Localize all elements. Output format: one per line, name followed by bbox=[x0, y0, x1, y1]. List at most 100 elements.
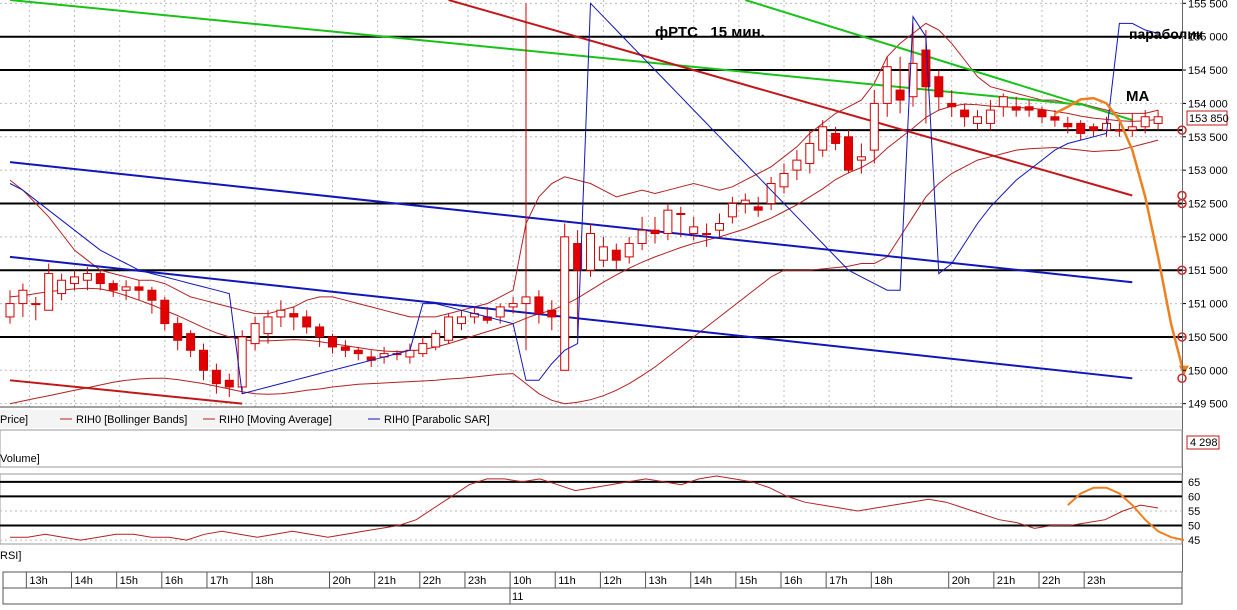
candle-body bbox=[1127, 126, 1137, 131]
candle-body bbox=[70, 276, 79, 285]
volume-value-box bbox=[1186, 435, 1220, 450]
trendline bbox=[9, 0, 1081, 106]
time-tick-label: 23h bbox=[1087, 575, 1105, 587]
candle-body bbox=[1050, 116, 1060, 121]
bollinger-lower-line bbox=[9, 139, 1159, 405]
candle-body bbox=[715, 223, 724, 231]
legend: Price] RIH0 [Bollinger Bands] RIH0 [Moving… bbox=[0, 414, 490, 426]
time-tick-label: 16h bbox=[165, 575, 183, 587]
candle-body bbox=[844, 136, 853, 171]
candle-body bbox=[418, 343, 428, 355]
time-tick-label: 11h bbox=[558, 575, 576, 587]
candle-body bbox=[766, 182, 776, 205]
candle-body bbox=[5, 303, 15, 318]
volume-value-label: 4 298 bbox=[1190, 437, 1218, 449]
legend-item: RIH0 [Bollinger Bands] bbox=[76, 414, 187, 426]
rsi-tick-label: 45 bbox=[1188, 535, 1200, 547]
candle-body bbox=[818, 126, 828, 151]
time-tick-label: 18h bbox=[255, 575, 273, 587]
candle-body bbox=[650, 229, 660, 235]
price-tick-label: 155 500 bbox=[1188, 0, 1228, 10]
candle-body bbox=[727, 203, 737, 218]
candle-body bbox=[276, 309, 286, 318]
rsi-panel bbox=[0, 473, 1183, 545]
candle-body bbox=[1063, 122, 1073, 128]
candle-body bbox=[934, 76, 944, 98]
time-tick-label: 22h bbox=[1042, 575, 1060, 587]
rsi-indicator: 65 60 55 50 45 bbox=[0, 475, 1200, 547]
rsi-tick-label: 50 bbox=[1188, 521, 1200, 533]
candle-body bbox=[1037, 109, 1047, 118]
candle-body bbox=[289, 313, 299, 318]
candle-body bbox=[882, 66, 892, 104]
candle-body bbox=[947, 102, 957, 108]
last-price-label: 153 850 bbox=[1189, 113, 1229, 125]
candle-body bbox=[1102, 122, 1111, 131]
price-tick-label: 151 500 bbox=[1188, 265, 1228, 277]
volume-panel bbox=[0, 429, 1183, 468]
candle-body bbox=[44, 273, 54, 311]
price-tick-label: 155 000 bbox=[1188, 32, 1228, 44]
candle-body bbox=[611, 249, 621, 261]
candle-body bbox=[160, 299, 170, 325]
candle-body bbox=[689, 226, 699, 235]
time-tick-label: 14h bbox=[75, 575, 93, 587]
price-tick-label: 149 500 bbox=[1188, 399, 1228, 411]
candle-body bbox=[211, 369, 221, 385]
candle-body bbox=[57, 279, 67, 295]
price-tick-label: 150 500 bbox=[1188, 332, 1228, 344]
last-price-box bbox=[1186, 110, 1228, 126]
candle-body bbox=[973, 116, 982, 124]
time-tick-label: 20h bbox=[333, 575, 351, 587]
candle-body bbox=[1114, 129, 1124, 132]
rsi-tick-label: 55 bbox=[1188, 506, 1200, 518]
candle-body bbox=[779, 172, 789, 188]
rsi-tick-label: 60 bbox=[1188, 491, 1200, 503]
price-tick-label: 153 000 bbox=[1188, 165, 1228, 177]
legend-item: RIH0 [Moving Average] bbox=[219, 414, 332, 426]
time-tick-label: 15h bbox=[120, 575, 138, 587]
parabolic-annotation: параболик bbox=[1129, 26, 1204, 42]
candle-body bbox=[495, 306, 505, 318]
candle-body bbox=[521, 296, 531, 305]
candle-body bbox=[805, 142, 815, 164]
candle-body bbox=[663, 209, 673, 235]
candle-body bbox=[921, 49, 931, 88]
price-tick-label: 152 500 bbox=[1188, 199, 1228, 211]
candle-body bbox=[186, 333, 196, 351]
candle-body bbox=[237, 336, 247, 388]
legend-item: Price] bbox=[0, 414, 28, 426]
candle-body bbox=[134, 286, 144, 291]
rsi-line bbox=[10, 475, 1159, 541]
time-tick-label: 14h bbox=[694, 575, 712, 587]
forecast-rsi-curve bbox=[1067, 486, 1185, 542]
candle-body bbox=[1076, 122, 1086, 134]
candle-body bbox=[31, 303, 41, 306]
price-tick-label: 151 000 bbox=[1188, 299, 1228, 311]
candle-body bbox=[315, 326, 325, 338]
candle-body bbox=[1024, 106, 1034, 111]
legend-bar bbox=[0, 410, 1182, 428]
candle-body bbox=[199, 349, 208, 371]
candle-body bbox=[302, 316, 312, 328]
time-tick-label: 17h bbox=[210, 575, 228, 587]
candle-body bbox=[108, 283, 118, 291]
candle-body bbox=[1089, 126, 1099, 131]
price-tick-label: 152 000 bbox=[1188, 232, 1228, 244]
parabolic-sar bbox=[9, 2, 1159, 395]
candle-body bbox=[702, 233, 712, 236]
candle-body bbox=[960, 109, 970, 118]
moving-average-line bbox=[9, 103, 1159, 353]
price-tick-label: 150 000 bbox=[1188, 365, 1228, 377]
price-axis-background bbox=[1182, 0, 1237, 407]
time-tick-label: 17h bbox=[829, 575, 847, 587]
trendline bbox=[9, 161, 1133, 284]
candle-body bbox=[598, 246, 608, 261]
time-tick-label: 15h bbox=[739, 575, 757, 587]
time-tick-label: 22h bbox=[423, 575, 441, 587]
candle-body bbox=[82, 273, 92, 281]
trendline bbox=[448, 0, 1133, 197]
candle-body bbox=[340, 346, 350, 351]
candle-body bbox=[831, 132, 841, 144]
candle-body bbox=[263, 316, 273, 335]
